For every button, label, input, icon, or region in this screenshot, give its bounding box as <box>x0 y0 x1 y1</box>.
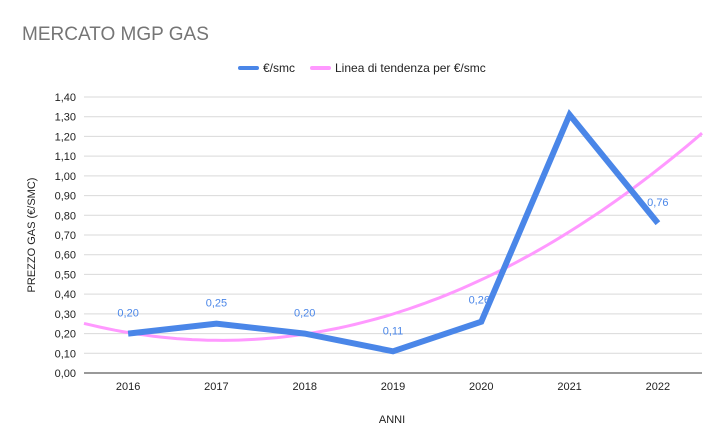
data-label: 0,76 <box>647 197 668 209</box>
series-line <box>127 108 661 355</box>
x-tick-label: 2017 <box>204 381 228 393</box>
y-axis-ticks: 0,00 0,10 0,20 0,30 0,40 0,50 0,60 0,70 0,80 0,90… <box>55 92 76 380</box>
y-tick-label: 0,90 <box>55 191 76 203</box>
y-tick-label: 1,10 <box>55 151 76 163</box>
y-tick-label: 0,00 <box>55 368 76 380</box>
y-tick-label: 1,00 <box>55 171 76 183</box>
x-tick-label: 2021 <box>557 381 581 393</box>
y-tick-label: 0,10 <box>55 348 76 360</box>
data-label: 0,20 <box>294 308 315 320</box>
x-axis-ticks: 2016 2017 2018 2019 2020 2021 2022 <box>116 381 670 393</box>
y-tick-label: 1,40 <box>55 92 76 104</box>
y-tick-label: 1,20 <box>55 131 76 143</box>
y-tick-label: 0,80 <box>55 210 76 222</box>
y-tick-label: 0,60 <box>55 250 76 262</box>
x-tick-label: 2019 <box>381 381 405 393</box>
y-tick-label: 0,20 <box>55 329 76 341</box>
y-tick-label: 1,30 <box>55 112 76 124</box>
x-tick-label: 2022 <box>646 381 670 393</box>
y-tick-label: 0,70 <box>55 230 76 242</box>
trendline <box>83 132 703 342</box>
data-label: 0,11 <box>383 325 404 337</box>
x-tick-label: 2018 <box>292 381 316 393</box>
legend-label-series: €/smc <box>263 61 295 75</box>
y-tick-label: 0,50 <box>55 269 76 281</box>
data-label: 0,20 <box>117 308 138 320</box>
data-label: 0,25 <box>206 298 227 310</box>
y-tick-label: 0,30 <box>55 309 76 321</box>
chart-title: MERCATO MGP GAS <box>22 24 209 45</box>
data-label: 0,26 <box>469 295 490 307</box>
legend: €/smc Linea di tendenza per €/smc <box>238 61 486 75</box>
x-axis-title: ANNI <box>379 414 405 426</box>
x-tick-label: 2016 <box>116 381 140 393</box>
data-labels: 0,20 0,25 0,20 0,11 0,26 0,76 <box>117 197 668 337</box>
x-tick-label: 2020 <box>469 381 493 393</box>
y-axis-title: PREZZO GAS (€/SMC) <box>26 178 38 293</box>
y-tick-label: 0,40 <box>55 289 76 301</box>
legend-label-trendline: Linea di tendenza per €/smc <box>335 61 486 75</box>
